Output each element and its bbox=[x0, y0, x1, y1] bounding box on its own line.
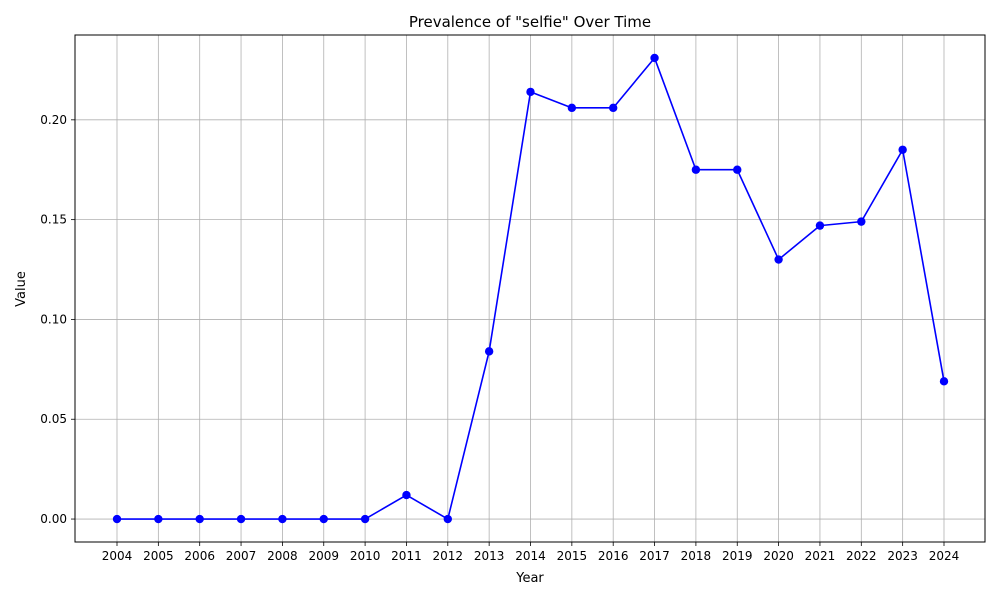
x-tick-label: 2005 bbox=[143, 549, 174, 563]
chart-title: Prevalence of "selfie" Over Time bbox=[409, 13, 651, 31]
data-point bbox=[733, 165, 742, 174]
series-layer bbox=[112, 53, 949, 524]
data-point bbox=[360, 514, 370, 524]
data-point bbox=[609, 103, 618, 113]
x-tick-label: 2012 bbox=[433, 549, 464, 563]
data-point bbox=[526, 87, 535, 97]
x-tick-label: 2014 bbox=[515, 549, 546, 563]
x-tick-label: 2006 bbox=[184, 549, 215, 563]
data-point bbox=[195, 514, 204, 524]
x-tick-label: 2019 bbox=[722, 549, 753, 563]
data-point bbox=[443, 514, 452, 524]
x-tick-label: 2016 bbox=[598, 549, 629, 563]
x-tick-label: 2010 bbox=[350, 549, 381, 563]
x-tick-label: 2004 bbox=[102, 549, 133, 563]
y-tick-label: 0.20 bbox=[40, 113, 67, 127]
data-point bbox=[319, 514, 328, 524]
data-point bbox=[154, 514, 163, 524]
x-tick-label: 2015 bbox=[557, 549, 588, 563]
data-point bbox=[898, 145, 907, 154]
y-axis-ticks: 0.00 0.05 0.10 0.15 0.20 bbox=[40, 113, 75, 526]
x-tick-label: 2009 bbox=[308, 549, 339, 563]
plot-frame bbox=[74, 34, 986, 543]
x-tick-label: 2018 bbox=[681, 549, 712, 563]
data-point bbox=[484, 347, 494, 356]
x-tick-label: 2021 bbox=[805, 549, 836, 563]
x-tick-label: 2022 bbox=[846, 549, 877, 563]
y-tick-label: 0.05 bbox=[40, 412, 67, 426]
data-point bbox=[650, 53, 659, 63]
x-tick-label: 2020 bbox=[763, 549, 794, 563]
x-tick-label: 2007 bbox=[226, 549, 257, 563]
x-axis-label: Year bbox=[515, 571, 544, 586]
data-point bbox=[815, 221, 825, 230]
data-point bbox=[402, 490, 411, 500]
data-point bbox=[112, 514, 122, 524]
data-point bbox=[939, 377, 949, 386]
data-point bbox=[236, 514, 246, 524]
x-tick-label: 2013 bbox=[474, 549, 505, 563]
data-point bbox=[278, 514, 287, 524]
y-tick-label: 0.00 bbox=[40, 512, 67, 526]
data-point bbox=[691, 165, 701, 174]
x-tick-label: 2017 bbox=[639, 549, 670, 563]
y-tick-label: 0.10 bbox=[40, 312, 67, 326]
x-tick-label: 2011 bbox=[391, 549, 422, 563]
data-point bbox=[567, 103, 577, 113]
y-tick-label: 0.15 bbox=[40, 213, 67, 227]
x-tick-label: 2008 bbox=[267, 549, 298, 563]
grid-lines bbox=[75, 35, 985, 542]
data-point bbox=[857, 217, 866, 226]
x-tick-label: 2024 bbox=[929, 549, 960, 563]
y-axis-label: Value bbox=[14, 271, 29, 307]
x-axis-ticks: 2004 2005 2006 2007 2008 2009 2010 2011 2012 2013… bbox=[102, 542, 960, 563]
x-tick-label: 2023 bbox=[887, 549, 918, 563]
data-point bbox=[774, 255, 783, 264]
